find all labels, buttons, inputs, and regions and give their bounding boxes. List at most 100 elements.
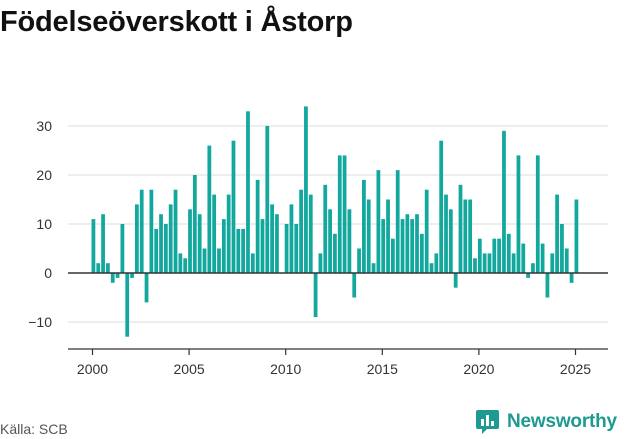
bar — [497, 238, 502, 273]
bar — [376, 170, 381, 273]
bar — [357, 248, 361, 273]
bar — [207, 145, 212, 273]
bar — [506, 233, 511, 273]
bar — [96, 263, 101, 273]
bar — [453, 273, 458, 288]
bar — [231, 140, 236, 273]
brand-logo: Newsworthy — [475, 409, 617, 435]
bar — [270, 204, 275, 273]
bar — [473, 258, 477, 273]
bar — [135, 204, 139, 273]
bar — [463, 199, 468, 273]
bar — [511, 253, 516, 273]
bar — [115, 273, 120, 278]
bar — [390, 238, 395, 273]
y-tick-label: 10 — [36, 216, 52, 232]
bar — [163, 224, 168, 273]
bar — [458, 184, 463, 273]
bar — [106, 263, 110, 273]
bar — [154, 228, 159, 273]
bar — [550, 253, 555, 273]
y-tick-label: 30 — [36, 118, 52, 134]
bar — [526, 273, 530, 278]
bar — [289, 204, 294, 273]
x-tick-label: 2015 — [367, 361, 398, 377]
bar — [535, 155, 540, 273]
bar — [502, 130, 506, 273]
bar — [381, 219, 386, 273]
y-tick-label: 0 — [44, 265, 52, 281]
bar — [366, 199, 371, 273]
bar — [560, 224, 564, 273]
bar — [265, 126, 270, 273]
bar — [101, 214, 105, 273]
bar — [192, 175, 197, 273]
bar — [540, 243, 545, 273]
x-tick-label: 2020 — [463, 361, 494, 377]
bar — [304, 106, 308, 274]
source-note: Källa: SCB — [0, 421, 68, 437]
bar — [444, 194, 448, 273]
bar — [275, 214, 279, 273]
bar — [130, 273, 134, 278]
bar — [120, 224, 125, 273]
bar — [492, 238, 497, 273]
bar — [477, 238, 482, 273]
bar — [260, 219, 265, 273]
bar — [395, 170, 400, 273]
bar — [405, 214, 410, 273]
bar — [308, 194, 313, 273]
bar — [197, 214, 202, 273]
newsworthy-logo-icon — [476, 410, 499, 434]
bar — [168, 204, 173, 273]
bar — [516, 155, 521, 273]
bar — [415, 214, 419, 273]
bar — [521, 243, 526, 273]
bar — [149, 189, 154, 273]
bar — [574, 199, 579, 273]
brand-name: Newsworthy — [507, 411, 617, 432]
bar — [202, 248, 207, 273]
bar — [419, 233, 424, 273]
bar — [448, 209, 453, 273]
bar — [250, 253, 255, 273]
bar — [328, 209, 332, 273]
bar — [545, 273, 550, 298]
bar — [217, 248, 221, 273]
bar — [439, 140, 444, 273]
y-tick-label: 20 — [36, 167, 52, 183]
bar — [352, 273, 357, 298]
bar — [468, 199, 473, 273]
y-axis-labels: −10 0 10 20 30 — [28, 118, 52, 330]
bar — [333, 233, 337, 273]
bar — [410, 219, 415, 273]
bar — [212, 194, 217, 273]
bar — [323, 184, 328, 273]
x-tick-label: 2000 — [77, 361, 108, 377]
bar — [299, 189, 303, 273]
bar — [246, 111, 250, 273]
bar — [144, 273, 149, 303]
bar — [400, 219, 405, 273]
bar — [221, 219, 226, 273]
x-tick-label: 2005 — [174, 361, 205, 377]
x-axis: 2000 2005 2010 2015 2020 2025 — [68, 348, 608, 377]
bar — [569, 273, 574, 283]
x-tick-label: 2010 — [270, 361, 301, 377]
bar — [294, 224, 299, 273]
bar — [429, 263, 434, 273]
bar — [110, 273, 115, 283]
bar — [313, 273, 318, 318]
bar — [347, 209, 352, 273]
bar — [362, 179, 366, 273]
x-tick-label: 2025 — [560, 361, 591, 377]
bar — [159, 214, 163, 273]
bar — [236, 228, 241, 273]
bar — [482, 253, 487, 273]
bar — [173, 189, 178, 273]
bar — [125, 273, 130, 337]
bar — [183, 258, 188, 273]
bar — [91, 219, 96, 273]
bar — [255, 179, 260, 273]
